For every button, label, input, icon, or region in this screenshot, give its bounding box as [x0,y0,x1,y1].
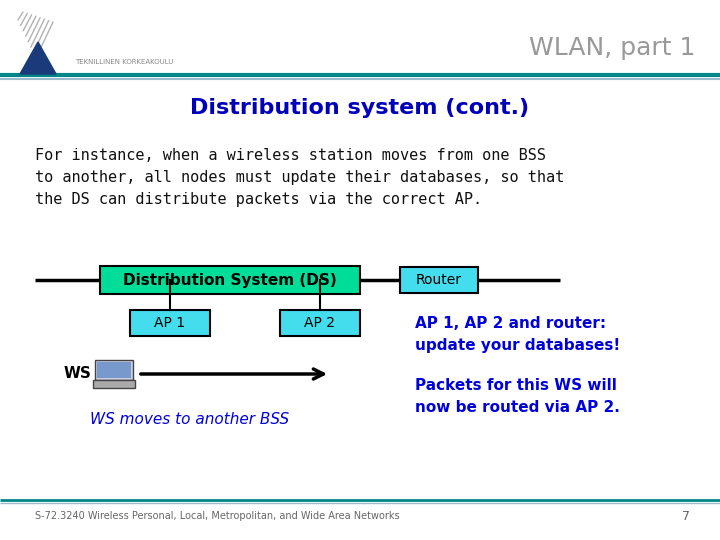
Text: S-72.3240 Wireless Personal, Local, Metropolitan, and Wide Area Networks: S-72.3240 Wireless Personal, Local, Metr… [35,511,400,521]
Text: AP 1: AP 1 [154,316,186,330]
FancyBboxPatch shape [93,380,135,388]
FancyBboxPatch shape [100,266,360,294]
Text: AP 2: AP 2 [305,316,336,330]
FancyBboxPatch shape [95,360,133,380]
FancyBboxPatch shape [400,267,478,293]
Text: 7: 7 [682,510,690,523]
Text: WS: WS [63,367,91,381]
Text: WLAN, part 1: WLAN, part 1 [528,36,695,60]
Text: update your databases!: update your databases! [415,338,620,353]
Text: Packets for this WS will: Packets for this WS will [415,378,617,393]
Text: AP 1, AP 2 and router:: AP 1, AP 2 and router: [415,316,606,331]
Text: the DS can distribute packets via the correct AP.: the DS can distribute packets via the co… [35,192,482,207]
FancyBboxPatch shape [130,310,210,336]
FancyBboxPatch shape [97,362,131,378]
Text: Distribution System (DS): Distribution System (DS) [123,273,337,287]
Text: WS moves to another BSS: WS moves to another BSS [90,413,289,428]
Text: For instance, when a wireless station moves from one BSS: For instance, when a wireless station mo… [35,148,546,163]
Text: now be routed via AP 2.: now be routed via AP 2. [415,400,620,415]
Text: to another, all nodes must update their databases, so that: to another, all nodes must update their … [35,170,564,185]
Text: Router: Router [416,273,462,287]
FancyBboxPatch shape [280,310,360,336]
Polygon shape [20,42,56,74]
Text: TEKNILLINEN KORKEAKOULU: TEKNILLINEN KORKEAKOULU [75,59,174,65]
Text: Distribution system (cont.): Distribution system (cont.) [190,98,530,118]
